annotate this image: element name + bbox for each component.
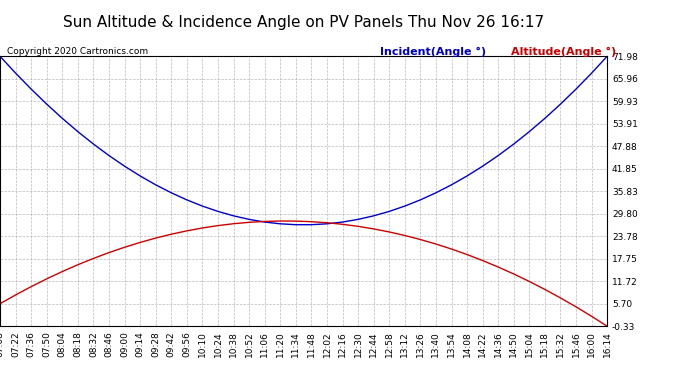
Text: Altitude(Angle °): Altitude(Angle °) bbox=[511, 47, 616, 57]
Text: Incident(Angle °): Incident(Angle °) bbox=[380, 47, 486, 57]
Text: Copyright 2020 Cartronics.com: Copyright 2020 Cartronics.com bbox=[7, 47, 148, 56]
Text: Sun Altitude & Incidence Angle on PV Panels Thu Nov 26 16:17: Sun Altitude & Incidence Angle on PV Pan… bbox=[63, 15, 544, 30]
